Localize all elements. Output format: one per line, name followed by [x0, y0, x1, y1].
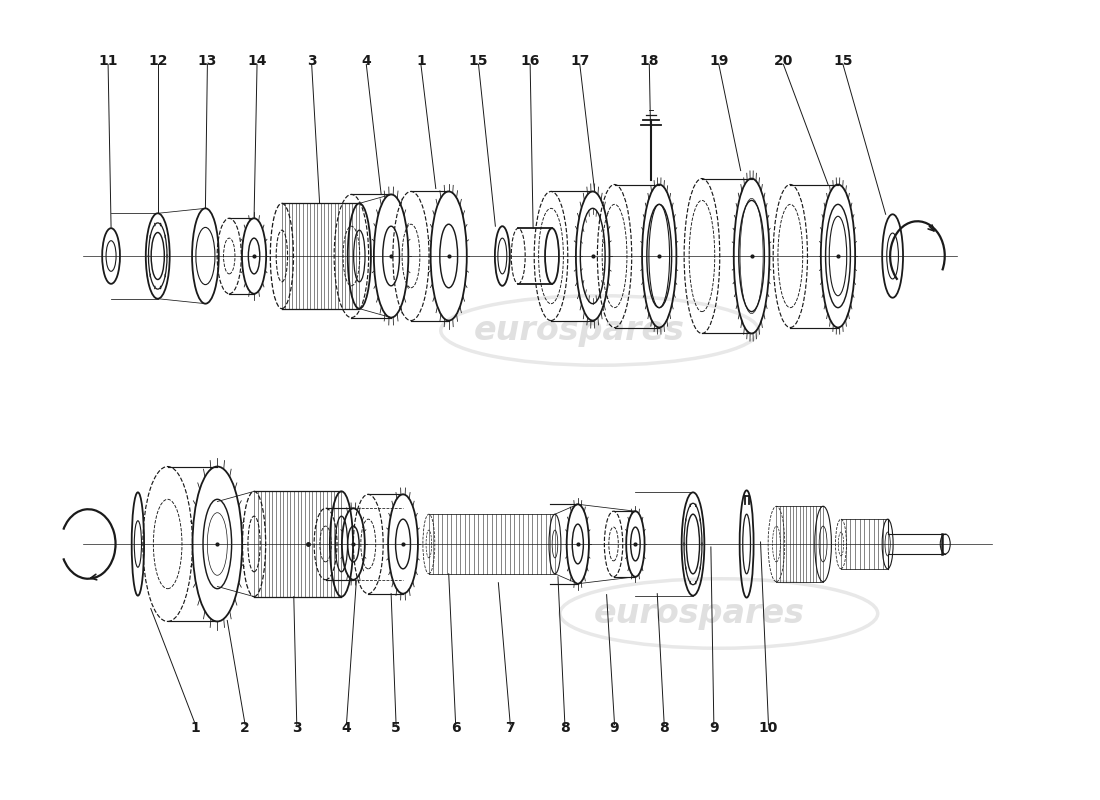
Text: 19: 19: [710, 54, 728, 69]
Text: 1: 1: [416, 54, 426, 69]
Text: 1: 1: [190, 721, 200, 734]
Text: 15: 15: [469, 54, 488, 69]
Text: 7: 7: [506, 721, 515, 734]
Text: 9: 9: [710, 721, 718, 734]
Text: 5: 5: [392, 721, 402, 734]
Text: 11: 11: [98, 54, 118, 69]
Text: 12: 12: [148, 54, 167, 69]
Text: 17: 17: [570, 54, 590, 69]
Text: 8: 8: [560, 721, 570, 734]
Text: 14: 14: [248, 54, 267, 69]
Text: 8: 8: [659, 721, 669, 734]
Text: 18: 18: [639, 54, 659, 69]
Text: 13: 13: [198, 54, 217, 69]
Text: 3: 3: [292, 721, 301, 734]
Text: 3: 3: [307, 54, 317, 69]
Text: 9: 9: [609, 721, 619, 734]
Text: eurospares: eurospares: [594, 597, 804, 630]
Text: 4: 4: [341, 721, 351, 734]
Text: 6: 6: [451, 721, 461, 734]
Text: 20: 20: [773, 54, 793, 69]
Text: 2: 2: [240, 721, 250, 734]
Text: eurospares: eurospares: [474, 314, 685, 347]
Text: 10: 10: [759, 721, 778, 734]
Text: 16: 16: [520, 54, 540, 69]
Text: 15: 15: [833, 54, 853, 69]
Text: 4: 4: [362, 54, 371, 69]
